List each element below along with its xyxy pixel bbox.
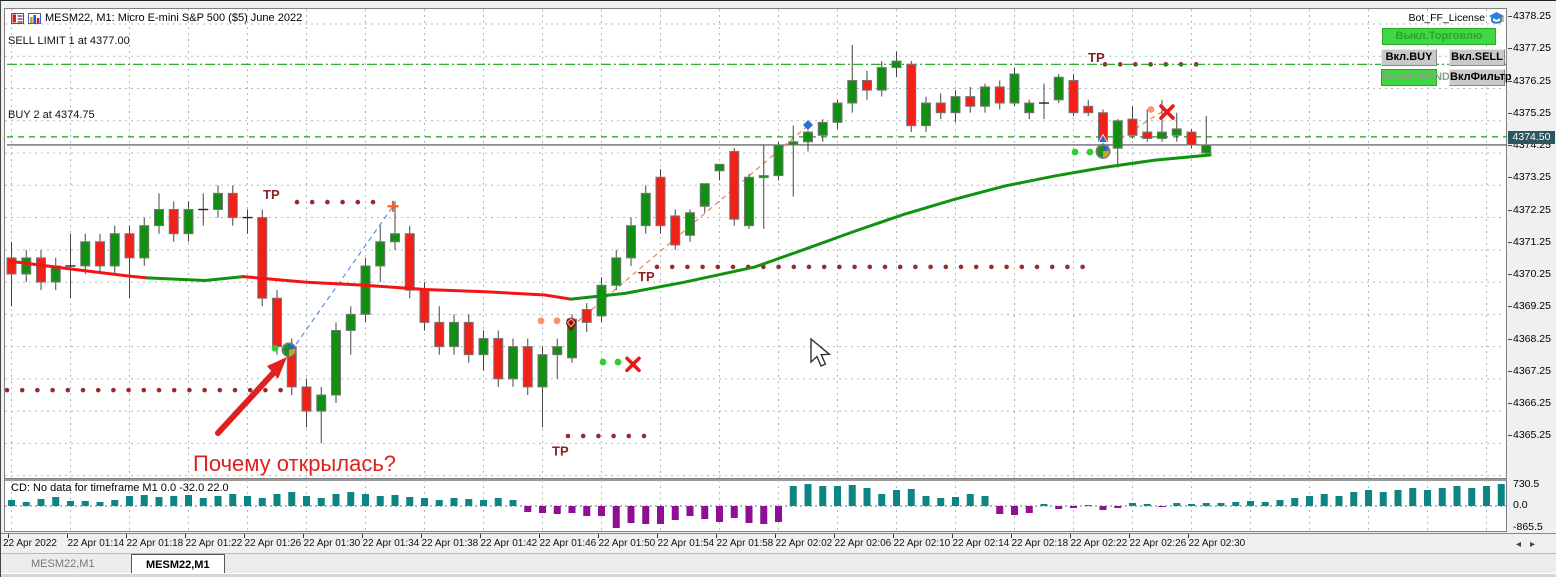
time-axis-label: 22 Apr 01:18 (126, 538, 184, 549)
tab-mesm22-m1-active[interactable]: MESM22,M1 (131, 554, 225, 575)
time-axis-label: 22 Apr 01:46 (539, 538, 597, 549)
chart-canvas[interactable]: TP TP TP TP Почему открылась? (5, 9, 1507, 478)
trend-ma-line (7, 153, 1212, 301)
tp-cross-icon (387, 200, 399, 212)
signal-dot (271, 344, 279, 352)
license-row: Bot_FF_License (1381, 11, 1505, 25)
tp-label: TP (1088, 50, 1105, 65)
time-axis-label: 22 Apr 2022 (3, 538, 57, 549)
enable-buy-button[interactable]: Вкл.BUY (1381, 49, 1437, 66)
time-axis-label: 22 Apr 01:26 (244, 538, 302, 549)
license-label: Bot_FF_License (1408, 12, 1485, 24)
grid-lines (5, 9, 1507, 478)
price-axis-label: 4375.25 (1513, 106, 1551, 119)
chart-scroll-arrows[interactable]: ◂▸ (1516, 539, 1545, 550)
enable-sell-button[interactable]: Вкл.SELL (1449, 49, 1505, 66)
chart-pane-background (4, 8, 1507, 479)
time-axis-label: 22 Apr 01:22 (185, 538, 243, 549)
time-axis-label: 22 Apr 02:22 (1070, 538, 1128, 549)
signal-dot (599, 358, 607, 366)
signal-dot (1147, 106, 1155, 113)
order-lines (7, 63, 1507, 146)
time-axis-label: 22 Apr 01:30 (303, 538, 361, 549)
tp-label: TP (638, 269, 655, 284)
time-axis[interactable]: 22 Apr 2022 22 Apr 01:14 22 Apr 01:18 22 Ap… (1, 533, 1556, 554)
quotes-list-icon (11, 12, 24, 24)
annotation-layer: Почему открылась? (193, 357, 396, 476)
time-axis-label: 22 Apr 02:02 (775, 538, 833, 549)
indicator-scale-min: -865.5 (1513, 521, 1543, 533)
graduation-cap-icon (1489, 12, 1504, 24)
tab-bar-strip (1, 573, 1556, 577)
take-profit-dot-trails: TP TP TP TP (5, 50, 1199, 458)
candles-layer (6, 44, 1212, 444)
price-axis-label: 4369.25 (1513, 300, 1551, 313)
price-axis-label: 4370.25 (1513, 268, 1551, 281)
time-axis-label: 22 Apr 02:18 (1011, 538, 1069, 549)
symbol-title-text: MESM22, M1: Micro E-mini S&P 500 ($5) Ju… (45, 12, 303, 24)
tp-label: TP (263, 187, 280, 202)
chart-title-row: MESM22, M1: Micro E-mini S&P 500 ($5) Ju… (11, 12, 302, 24)
price-axis-label: 4367.25 (1513, 364, 1551, 377)
close-diamond-icon (803, 119, 813, 130)
indicator-scale-zero: 0.0 (1513, 499, 1528, 511)
price-axis-label: 4365.25 (1513, 429, 1551, 442)
price-axis-label: 4378.25 (1513, 10, 1551, 22)
globe-marker-icon (1095, 144, 1111, 159)
closed-trade-x-icon (1159, 104, 1175, 120)
price-axis[interactable]: 4378.25 4377.25 4376.25 4375.25 4374.25 4373.… (1508, 1, 1556, 532)
cd-histogram (8, 484, 1505, 528)
time-axis-label: 22 Apr 02:06 (834, 538, 892, 549)
chart-tab-bar: MESM22,M1 MESM22,M1 (1, 553, 1556, 575)
sell-signal-pin-icon (566, 317, 576, 332)
price-axis-label: 4373.25 (1513, 171, 1551, 184)
chart-type-icon (28, 12, 41, 24)
bot-control-panel: Bot_FF_License Выкл.Торговлю Вкл.BUY Вкл… (1381, 11, 1512, 89)
time-axis-label: 22 Apr 02:14 (952, 538, 1010, 549)
tab-mesm22-m1-inactive[interactable]: MESM22,M1 (31, 558, 95, 570)
signal-dot (1071, 148, 1079, 156)
time-axis-label: 22 Apr 01:42 (480, 538, 538, 549)
price-axis-label: 4366.25 (1513, 397, 1551, 410)
indicator-label: CD: No data for timeframe M1 0.0 -32.0 2… (11, 482, 229, 494)
signal-dot (553, 317, 561, 325)
current-price-tag: 4374.50 (1508, 130, 1555, 144)
closed-trade-x-icon (625, 356, 641, 373)
price-axis-label: 4372.25 (1513, 203, 1551, 216)
signal-dot (1086, 148, 1094, 156)
toggle-filter-button[interactable]: ВклФильтр (1449, 69, 1512, 86)
price-axis-label: 4371.25 (1513, 235, 1551, 248)
time-axis-label: 22 Apr 01:38 (421, 538, 479, 549)
time-axis-label: 22 Apr 01:54 (657, 538, 715, 549)
price-axis-label: 4377.25 (1513, 42, 1551, 55)
tp-label: TP (552, 443, 569, 458)
signal-markers (271, 104, 1175, 373)
toggle-trading-button[interactable]: Выкл.Торговлю (1382, 28, 1496, 45)
time-axis-label: 22 Apr 02:26 (1129, 538, 1187, 549)
time-axis-label: 22 Apr 01:50 (598, 538, 656, 549)
price-axis-label: 4368.25 (1513, 332, 1551, 345)
price-axis-label: 4376.25 (1513, 74, 1551, 87)
signal-dot (537, 317, 545, 325)
toggle-trend-button[interactable]: ВыклTREND (1381, 69, 1450, 86)
mouse-cursor (810, 337, 832, 367)
time-axis-label: 22 Apr 02:30 (1188, 538, 1246, 549)
indicator-canvas[interactable] (5, 480, 1507, 531)
annotation-arrowhead (267, 357, 287, 379)
time-axis-label: 22 Apr 01:58 (716, 538, 774, 549)
time-axis-label: 22 Apr 02:10 (893, 538, 951, 549)
time-axis-label: 22 Apr 01:14 (67, 538, 125, 549)
sell-limit-order-label: SELL LIMIT 1 at 4377.00 (8, 35, 130, 47)
time-axis-label: 22 Apr 01:34 (362, 538, 420, 549)
buy-arrow-icon (1097, 133, 1109, 143)
signal-dot (614, 358, 622, 366)
indicator-scale-max: 730.5 (1513, 478, 1540, 490)
buy-order-label: BUY 2 at 4374.75 (8, 109, 95, 121)
globe-marker-icon (281, 342, 297, 358)
annotation-text: Почему открылась? (193, 451, 396, 476)
